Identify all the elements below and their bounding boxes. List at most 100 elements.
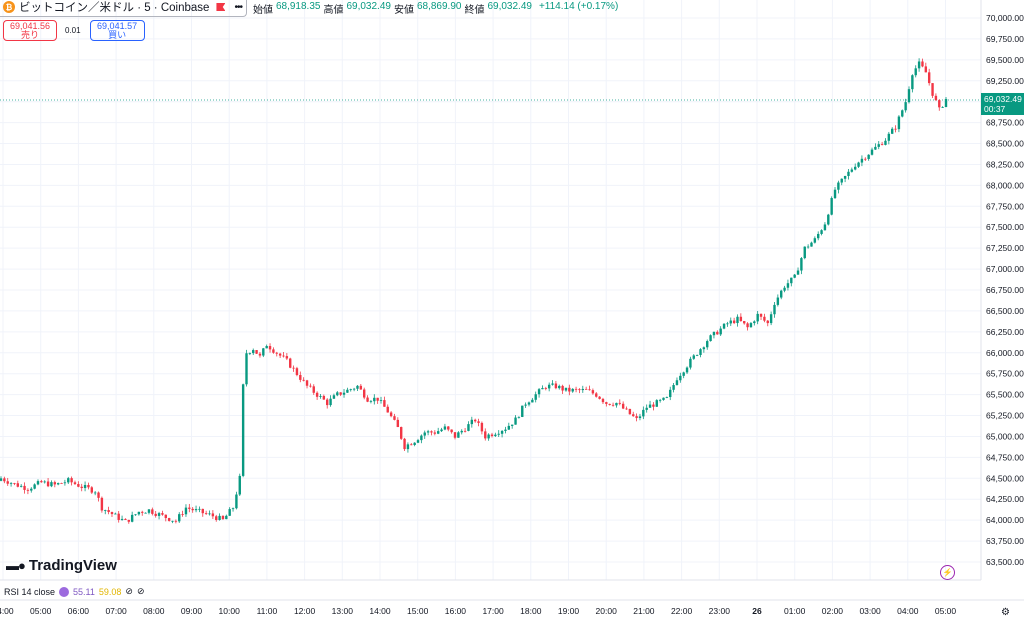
- candle-body: [695, 354, 699, 356]
- hide-icon-2[interactable]: ⊘: [136, 586, 145, 596]
- candle-body: [719, 328, 722, 335]
- x-tick-label: 13:00: [332, 606, 354, 616]
- y-tick-label: 64,750.00: [986, 452, 1024, 462]
- candle-body: [857, 162, 860, 167]
- candle-body: [80, 486, 83, 489]
- tradingview-logo[interactable]: ▬● TradingView: [6, 557, 117, 574]
- candle-body: [56, 483, 60, 485]
- y-tick-label: 69,250.00: [986, 76, 1024, 86]
- candle-body: [601, 398, 605, 403]
- more-icon[interactable]: •••: [234, 1, 242, 13]
- candle-body: [504, 429, 507, 431]
- candle-body: [766, 320, 769, 324]
- candle-body: [275, 352, 278, 354]
- candle-body: [820, 230, 823, 234]
- candle-body: [746, 323, 749, 328]
- symbol-box[interactable]: ₿ ビットコイン／米ドル · 5 · Coinbase •••: [0, 0, 247, 17]
- candle-body: [484, 431, 487, 439]
- y-tick-label: 69,500.00: [986, 55, 1024, 65]
- symbol-name[interactable]: ビットコイン／米ドル · 5 · Coinbase: [19, 2, 210, 14]
- candle-body: [309, 385, 312, 387]
- candle-body: [211, 513, 215, 517]
- candle-body: [423, 432, 426, 436]
- candle-body: [739, 316, 743, 322]
- candle-body: [941, 107, 944, 108]
- lightning-icon[interactable]: ⚡: [940, 565, 955, 580]
- x-tick-label: 09:00: [181, 606, 203, 616]
- x-tick-label: 21:00: [633, 606, 655, 616]
- buy-price: 69,041.57: [97, 21, 138, 31]
- candle-body: [490, 434, 494, 437]
- candle-body: [867, 154, 870, 159]
- candle-body: [218, 515, 221, 520]
- candle-body: [655, 400, 658, 407]
- candle-body: [658, 399, 662, 401]
- candle-body: [853, 166, 857, 170]
- candle-body: [9, 483, 13, 485]
- candle-body: [30, 488, 33, 491]
- candle-body: [924, 66, 928, 73]
- candle-body: [352, 388, 356, 390]
- candle-body: [578, 389, 581, 391]
- candle-body: [258, 353, 262, 356]
- candle-body: [6, 481, 9, 484]
- high-label: 高値: [323, 4, 344, 16]
- candle-body: [726, 323, 729, 325]
- candle-body: [329, 398, 332, 406]
- candle-body: [648, 404, 652, 408]
- candle-body: [887, 133, 891, 141]
- rsi-settings-icon[interactable]: [59, 586, 70, 597]
- candle-body: [773, 304, 776, 315]
- candle-body: [756, 313, 759, 322]
- y-tick-label: 67,500.00: [986, 222, 1024, 232]
- candle-body: [238, 475, 241, 495]
- x-tick-label: 15:00: [407, 606, 429, 616]
- candle-body: [497, 433, 500, 435]
- candle-body: [16, 483, 20, 487]
- candle-body: [420, 435, 423, 441]
- candle-body: [201, 508, 204, 514]
- close-value: 69,032.49: [487, 0, 532, 12]
- candle-body: [447, 426, 450, 430]
- candle-body: [880, 144, 884, 145]
- candle-body: [312, 386, 315, 393]
- candle-body: [436, 431, 440, 434]
- candle-body: [500, 430, 504, 434]
- candle-body: [191, 508, 194, 511]
- x-tick-label: 04:00: [0, 606, 14, 616]
- candle-body: [625, 408, 628, 410]
- candle-body: [675, 380, 679, 386]
- candle-body: [706, 341, 709, 348]
- candle-body: [379, 400, 383, 401]
- candle-body: [93, 492, 97, 494]
- x-tick-label: 16:00: [445, 606, 467, 616]
- x-tick-label: 05:00: [935, 606, 957, 616]
- candle-body: [645, 407, 648, 410]
- candle-body: [541, 388, 544, 390]
- hide-icon[interactable]: ⊘: [125, 586, 133, 596]
- candle-body: [931, 83, 934, 96]
- flag-icon[interactable]: [216, 3, 226, 11]
- candle-body: [174, 520, 178, 522]
- candle-body: [87, 484, 90, 488]
- candle-body: [457, 432, 460, 438]
- candle-body: [235, 494, 238, 509]
- candle-body: [665, 397, 669, 398]
- x-tick-label: 08:00: [143, 606, 165, 616]
- rsi-legend[interactable]: RSI 14 close 55.11 59.08 ⊘ ⊘: [4, 586, 145, 597]
- settings-gear-icon[interactable]: ⚙: [1001, 607, 1010, 618]
- sell-button[interactable]: 69,041.56 売り: [3, 20, 57, 41]
- candle-body: [171, 520, 174, 522]
- rsi-value: 55.11: [73, 586, 95, 597]
- candle-body: [944, 98, 948, 108]
- candle-body: [507, 425, 511, 430]
- candle-body: [23, 485, 26, 490]
- candle-body: [127, 519, 130, 522]
- candle-body: [763, 316, 766, 321]
- candle-body: [332, 395, 336, 399]
- candle-body: [426, 431, 430, 433]
- candle-body: [554, 383, 558, 389]
- buy-button[interactable]: 69,041.57 買い: [89, 20, 145, 41]
- rsi-label: RSI 14 close: [4, 586, 56, 597]
